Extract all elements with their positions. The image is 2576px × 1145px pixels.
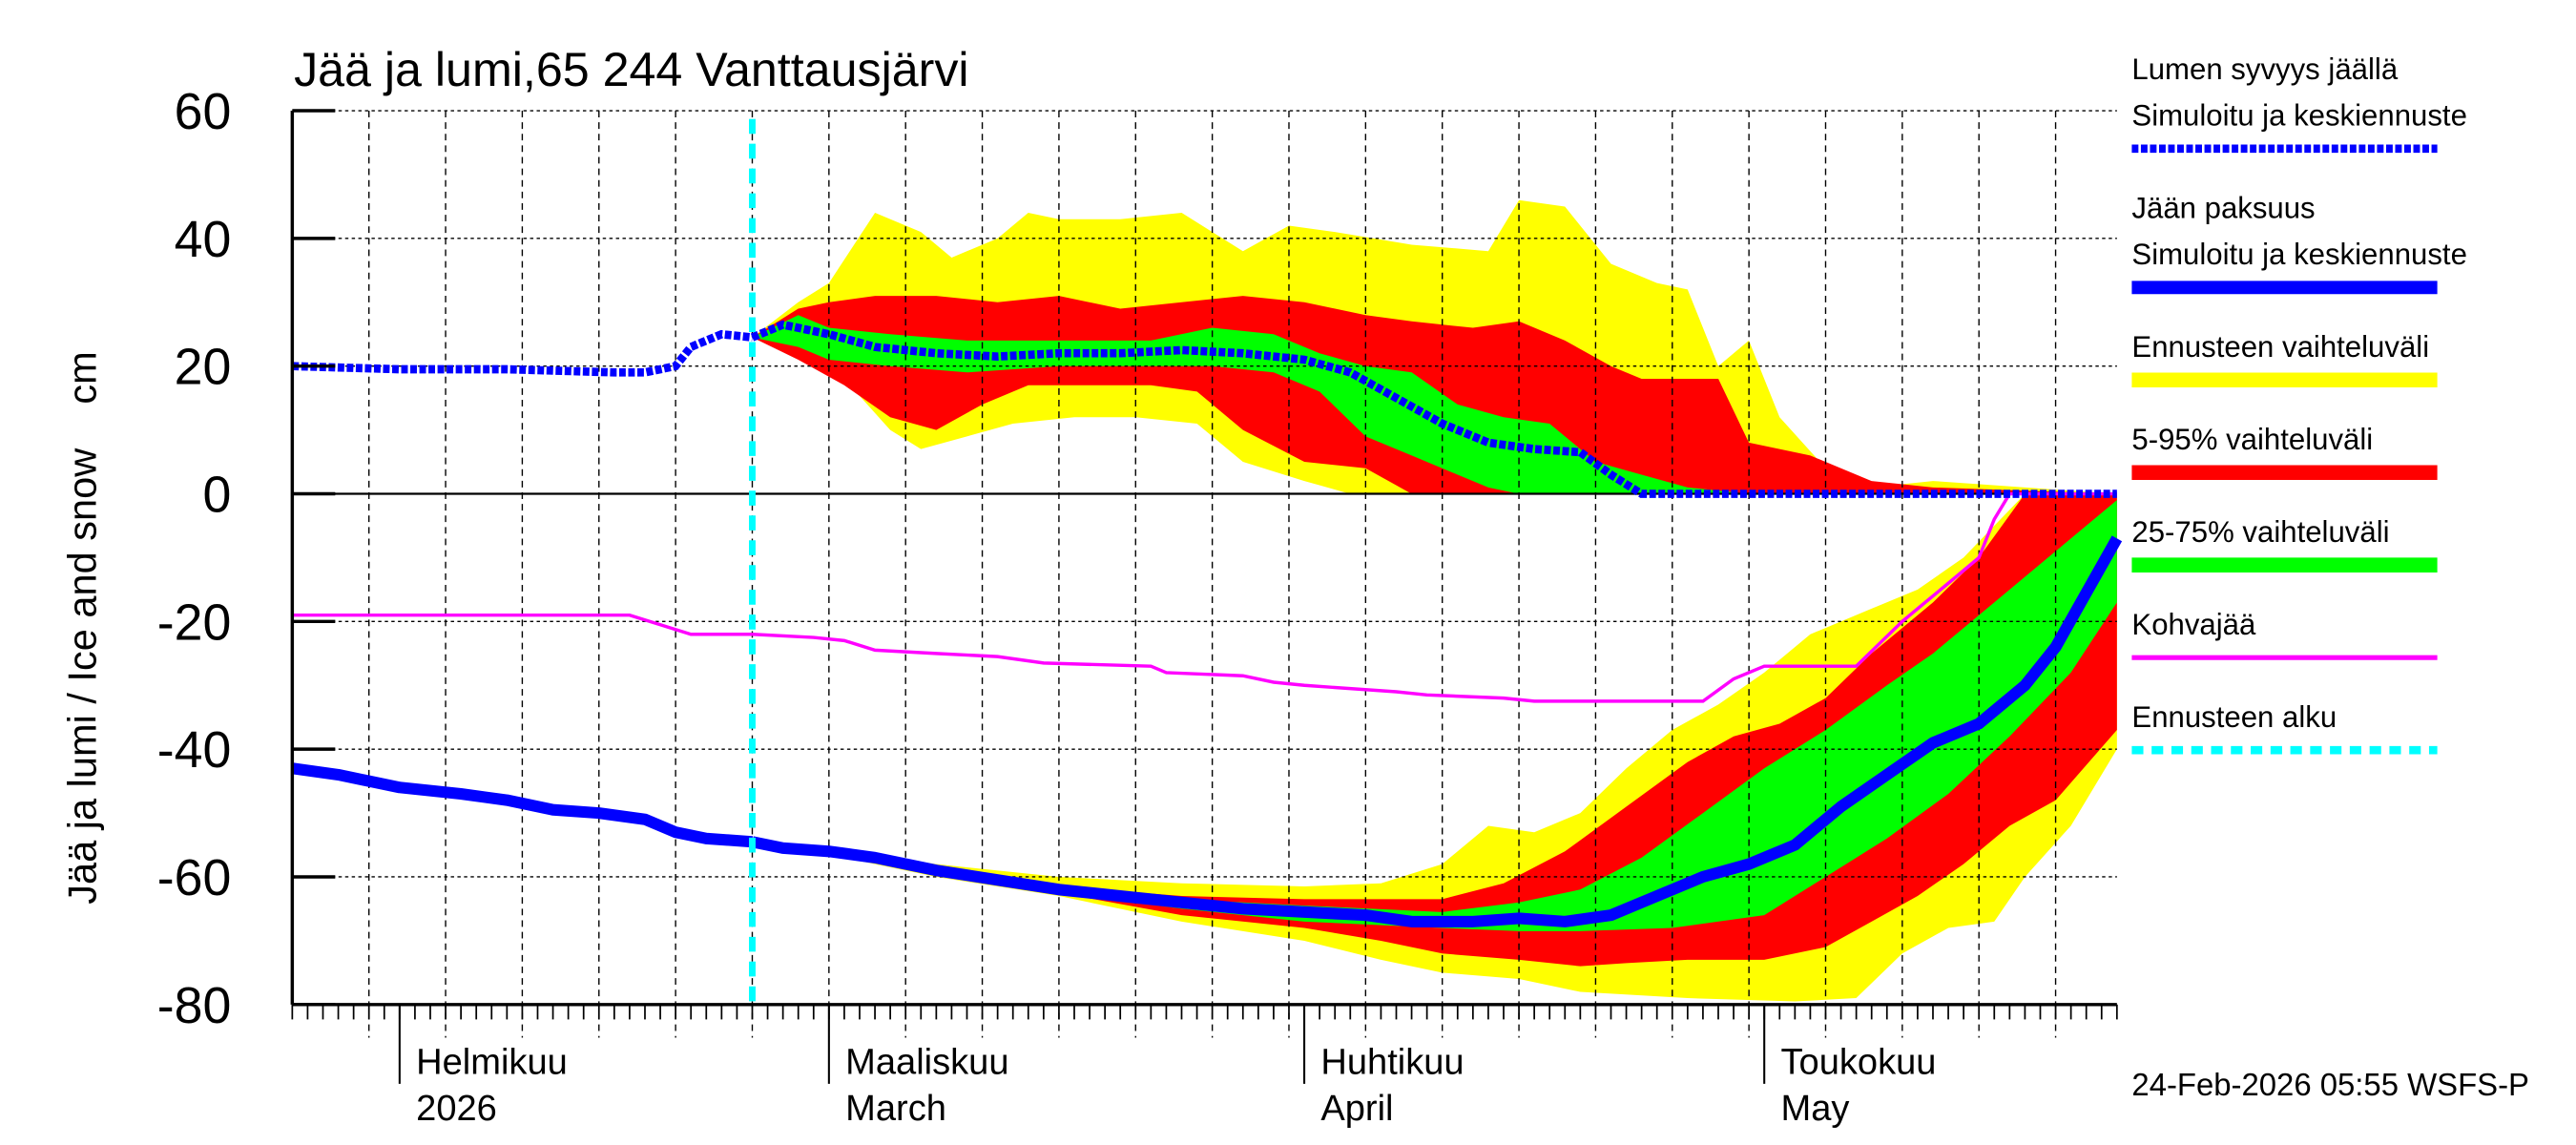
month-sublabel: April (1320, 1089, 1393, 1129)
legend-label: Ennusteen vaihteluväli (2131, 330, 2429, 364)
ice-25-75-band (752, 500, 2117, 931)
y-tick-label: -40 (157, 721, 232, 779)
month-sublabel: 2026 (416, 1089, 497, 1129)
legend-label: 25-75% vaihteluväli (2131, 515, 2389, 549)
legend-label: Lumen syvyys jäällä (2131, 52, 2398, 86)
y-tick-label: 60 (175, 83, 232, 140)
month-label: Toukokuu (1781, 1043, 1937, 1083)
chart-title: Jää ja lumi,65 244 Vanttausjärvi (294, 43, 969, 96)
legend-label: Jään paksuus (2131, 192, 2315, 225)
legend-label: 5-95% vaihteluväli (2131, 423, 2373, 456)
legend: Lumen syvyys jäällä Simuloitu ja keskienn… (2131, 52, 2467, 755)
y-axis-label: Jää ja lumi / Ice and snow cm (59, 351, 104, 905)
snow-25-75-band (752, 315, 2117, 494)
y-tick-label: 20 (175, 339, 232, 396)
legend-sublabel: Simuloitu ja keskiennuste (2131, 238, 2466, 271)
axes-layer: 60 40 20 0 -20 -40 -60 -80 Helmikuu 2026 Maaliskuu… (157, 83, 2118, 1129)
legend-label: Ennusteen alku (2131, 700, 2337, 734)
y-tick-label: -60 (157, 849, 232, 906)
y-tick-label: -80 (157, 977, 232, 1034)
month-label: Maaliskuu (845, 1043, 1008, 1083)
y-tick-label: 0 (202, 467, 231, 524)
month-sublabel: May (1781, 1089, 1850, 1129)
y-tick-label: -20 (157, 593, 232, 651)
month-label: Helmikuu (416, 1043, 568, 1083)
legend-label: Kohvajää (2131, 608, 2256, 641)
footer-timestamp: 24-Feb-2026 05:55 WSFS-P (2131, 1067, 2529, 1102)
bands-layer (752, 199, 2117, 1002)
ice-observed-line (291, 762, 753, 848)
snow-median-line (750, 320, 2117, 498)
grid-layer (292, 110, 2117, 1038)
legend-sublabel: Simuloitu ja keskiennuste (2131, 99, 2466, 133)
kohvajaa-line (292, 491, 2117, 703)
lines-layer (291, 118, 2123, 1005)
y-tick-label: 40 (175, 211, 232, 268)
month-sublabel: March (845, 1089, 946, 1129)
ice-median-line (751, 535, 2123, 927)
month-label: Huhtikuu (1320, 1043, 1464, 1083)
snow-observed-line (292, 329, 753, 377)
